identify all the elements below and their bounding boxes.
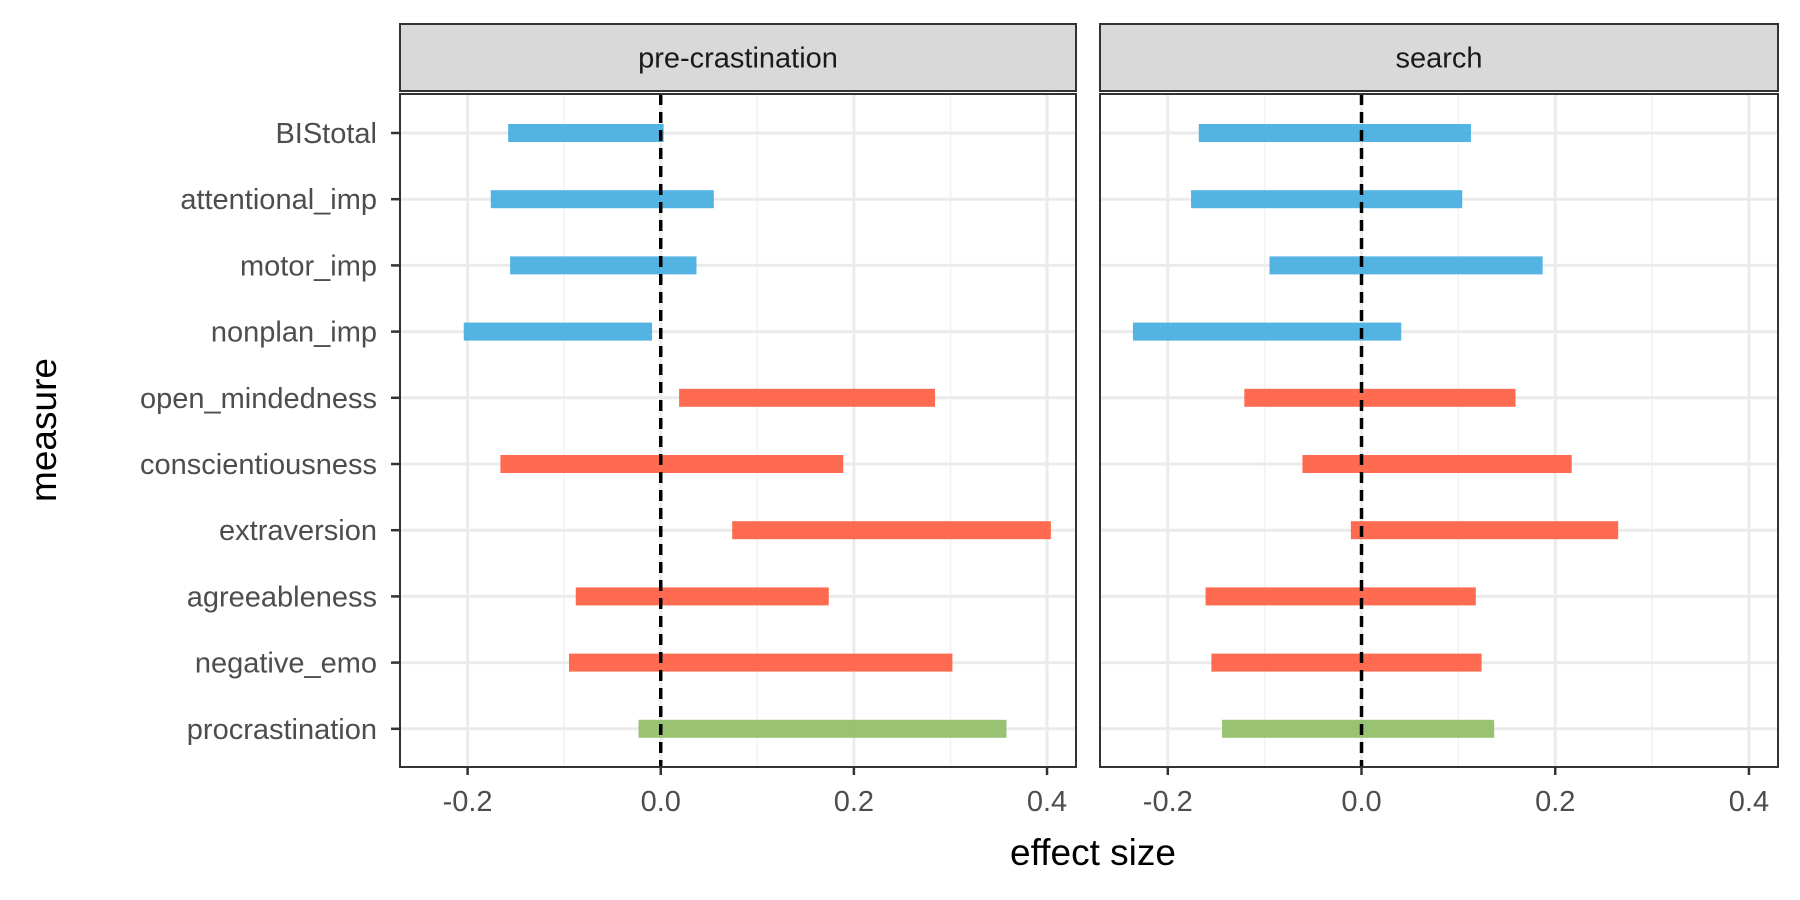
y-tick-label: extraversion <box>219 515 377 547</box>
interval-bar-BIStotal <box>508 124 664 142</box>
interval-bar-agreeableness <box>1205 587 1476 606</box>
y-tick-label: conscientiousness <box>140 449 377 481</box>
interval-bar-attentional_imp <box>490 190 714 209</box>
interval-bar-agreeableness <box>575 587 829 606</box>
x-axis-title: effect size <box>1010 832 1176 873</box>
interval-bar-extraversion <box>1350 521 1619 540</box>
y-tick-label: attentional_imp <box>180 184 377 216</box>
y-tick-label: procrastination <box>187 714 377 746</box>
y-tick-label: motor_imp <box>240 250 377 282</box>
interval-bar-procrastination <box>1222 719 1495 738</box>
interval-bar-conscientiousness <box>500 455 844 473</box>
y-tick-label: BIStotal <box>275 118 377 150</box>
interval-bar-open_mindedness <box>1244 388 1516 407</box>
panel-title: pre-crastination <box>638 43 838 75</box>
interval-bar-negative_emo <box>1211 653 1482 672</box>
y-tick-label: open_mindedness <box>140 383 377 415</box>
interval-bar-motor_imp <box>1269 256 1543 275</box>
interval-bar-nonplan_imp <box>463 322 653 341</box>
interval-bar-BIStotal <box>1198 124 1471 142</box>
panel-strip <box>1099 23 1779 92</box>
interval-bar-attentional_imp <box>1191 190 1463 209</box>
panel-title: search <box>1395 43 1482 75</box>
interval-bar-conscientiousness <box>1302 455 1572 473</box>
panel-2: search -0.2 0.0 0.2 0.4 <box>1099 23 1779 818</box>
interval-bar-extraversion <box>732 521 1051 540</box>
x-tick-label: -0.2 <box>443 786 493 818</box>
panel-border <box>399 93 1077 768</box>
panel-border <box>1099 93 1779 768</box>
panel-strip <box>399 23 1077 92</box>
x-tick-label: 0.4 <box>1729 786 1769 818</box>
interval-bar-nonplan_imp <box>1132 322 1402 341</box>
y-axis-title: measure <box>23 358 64 502</box>
interval-bar-motor_imp <box>510 256 697 275</box>
x-tick-label: 0.2 <box>834 786 874 818</box>
interval-bar-open_mindedness <box>679 388 936 407</box>
y-tick-label: nonplan_imp <box>211 317 377 349</box>
y-tick-label: negative_emo <box>195 648 377 680</box>
x-tick-label: -0.2 <box>1143 786 1193 818</box>
y-axis: BIStotal attentional_imp motor_imp nonplan_… <box>140 118 400 746</box>
x-tick-label: 0.4 <box>1027 786 1067 818</box>
interval-bar-negative_emo <box>569 653 953 672</box>
interval-bar-procrastination <box>638 719 1007 738</box>
x-tick-label: 0.0 <box>1341 786 1381 818</box>
x-tick-label: 0.0 <box>641 786 681 818</box>
x-tick-label: 0.2 <box>1535 786 1575 818</box>
panel-1: pre-crastination -0.2 0.0 0.2 0.4 <box>399 23 1077 818</box>
y-tick-label: agreeableness <box>187 581 377 613</box>
